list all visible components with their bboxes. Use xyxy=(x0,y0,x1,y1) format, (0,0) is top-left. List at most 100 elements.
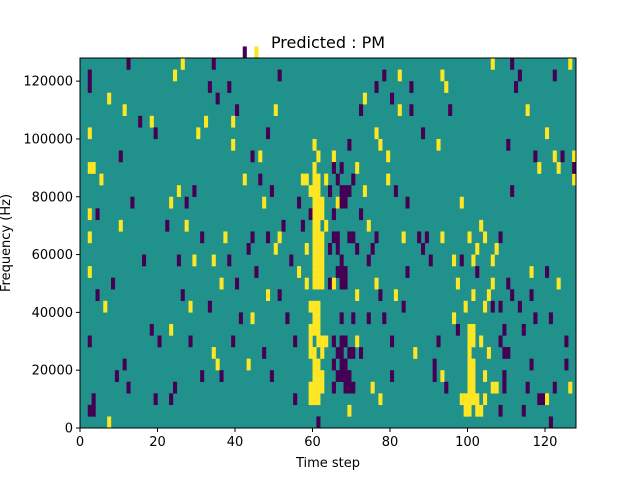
heatmap-cell xyxy=(343,266,348,278)
heatmap-cell xyxy=(479,219,484,232)
heatmap-cell xyxy=(552,150,557,163)
heatmap-cell xyxy=(316,358,321,371)
heatmap-cell xyxy=(362,92,367,105)
heatmap-cell xyxy=(347,404,352,417)
x-tick-label: 60 xyxy=(304,435,321,450)
heatmap-cell xyxy=(483,231,488,244)
heatmap-cell xyxy=(568,381,573,394)
x-tick-label: 120 xyxy=(533,435,558,450)
heatmap-cell xyxy=(328,185,333,197)
heatmap-cell xyxy=(207,300,212,313)
heatmap-cell xyxy=(215,358,220,371)
heatmap-cell xyxy=(312,231,317,244)
heatmap-cell xyxy=(87,69,92,82)
heatmap-cell xyxy=(312,173,317,186)
y-tick-label: 40000 xyxy=(32,306,73,321)
heatmap-cell xyxy=(308,393,313,406)
heatmap-cell xyxy=(475,404,480,417)
heatmap-cell xyxy=(525,104,530,117)
y-tick-label: 0 xyxy=(65,422,73,437)
x-axis-label: Time step xyxy=(295,456,360,471)
heatmap-cell xyxy=(335,196,340,209)
heatmap-cell xyxy=(312,219,317,232)
heatmap-cell xyxy=(312,381,317,394)
heatmap-cell xyxy=(316,254,321,267)
plot-frame xyxy=(79,57,577,429)
heatmap-cell xyxy=(200,370,205,382)
heatmap-cell xyxy=(409,81,414,93)
heatmap-cell xyxy=(335,243,340,255)
heatmap-cell xyxy=(231,335,236,348)
heatmap-cell xyxy=(517,300,522,313)
heatmap-cell xyxy=(227,81,232,93)
heatmap-cell xyxy=(572,150,577,163)
heatmap-cell xyxy=(510,58,515,70)
heatmap-cell xyxy=(91,162,96,174)
heatmap-cell xyxy=(401,231,406,244)
heatmap-cell xyxy=(320,347,325,359)
heatmap-cell xyxy=(258,150,263,163)
heatmap-cell xyxy=(471,254,476,267)
heatmap-cell xyxy=(211,347,216,359)
heatmap-cell xyxy=(390,335,395,348)
heatmap-cell xyxy=(169,323,174,336)
heatmap-cell xyxy=(304,243,309,255)
heatmap-cell xyxy=(339,185,344,197)
heatmap-cell xyxy=(266,231,271,244)
x-tick-label: 80 xyxy=(382,435,399,450)
heatmap-cell xyxy=(421,243,426,255)
heatmap-cell xyxy=(343,358,348,371)
heatmap-cell xyxy=(316,266,321,278)
heatmap-cell xyxy=(537,162,542,174)
heatmap-cell xyxy=(312,162,317,174)
heatmap-cell xyxy=(541,393,546,406)
heatmap-cell xyxy=(343,277,348,290)
heatmap-cell xyxy=(370,243,375,255)
heatmap-cell xyxy=(312,393,317,406)
heatmap-cell xyxy=(87,162,92,174)
heatmap-cell xyxy=(347,381,352,394)
heatmap-cell xyxy=(362,185,367,197)
heatmap-cell xyxy=(564,335,569,348)
heatmap-cell xyxy=(176,254,181,267)
heatmap-cell xyxy=(339,162,344,174)
heatmap-cell xyxy=(343,335,348,348)
heatmap-cell xyxy=(467,381,472,394)
heatmap-cell xyxy=(312,185,317,197)
heatmap-cell xyxy=(192,185,197,197)
heatmap-cell xyxy=(533,150,538,163)
heatmap-cell xyxy=(397,69,402,82)
heatmap-cell xyxy=(467,358,472,371)
heatmap-cell xyxy=(424,231,429,244)
x-tick-label: 100 xyxy=(455,435,480,450)
heatmap-cell xyxy=(91,404,96,417)
heatmap-cell xyxy=(467,404,472,417)
heatmap-cell xyxy=(269,185,274,197)
heatmap-cell xyxy=(463,404,468,417)
heatmap-cell xyxy=(471,289,476,302)
heatmap-cell xyxy=(316,312,321,325)
heatmap-cell xyxy=(138,115,143,128)
heatmap-cell xyxy=(277,69,282,82)
heatmap-cell xyxy=(242,173,247,186)
heatmap-cell xyxy=(440,69,445,82)
heatmap-cell xyxy=(331,208,336,221)
heatmap-cell xyxy=(320,208,325,221)
heatmap-cell xyxy=(316,173,321,186)
heatmap-cell xyxy=(529,289,534,302)
heatmap-cell xyxy=(417,231,422,244)
heatmap-cell xyxy=(231,138,236,151)
heatmap-cell xyxy=(320,266,325,278)
heatmap-cell xyxy=(452,254,457,267)
heatmap-cell xyxy=(87,266,92,278)
heatmap-cell xyxy=(335,173,340,186)
heatmap-cell xyxy=(347,347,352,359)
heatmap-cell xyxy=(262,196,267,209)
heatmap-cell xyxy=(374,231,379,244)
heatmap-cell xyxy=(273,104,278,117)
heatmap-cell xyxy=(359,208,364,221)
heatmap-cell xyxy=(529,266,534,278)
heatmap-cell xyxy=(440,231,445,244)
heatmap-cell xyxy=(502,323,507,336)
